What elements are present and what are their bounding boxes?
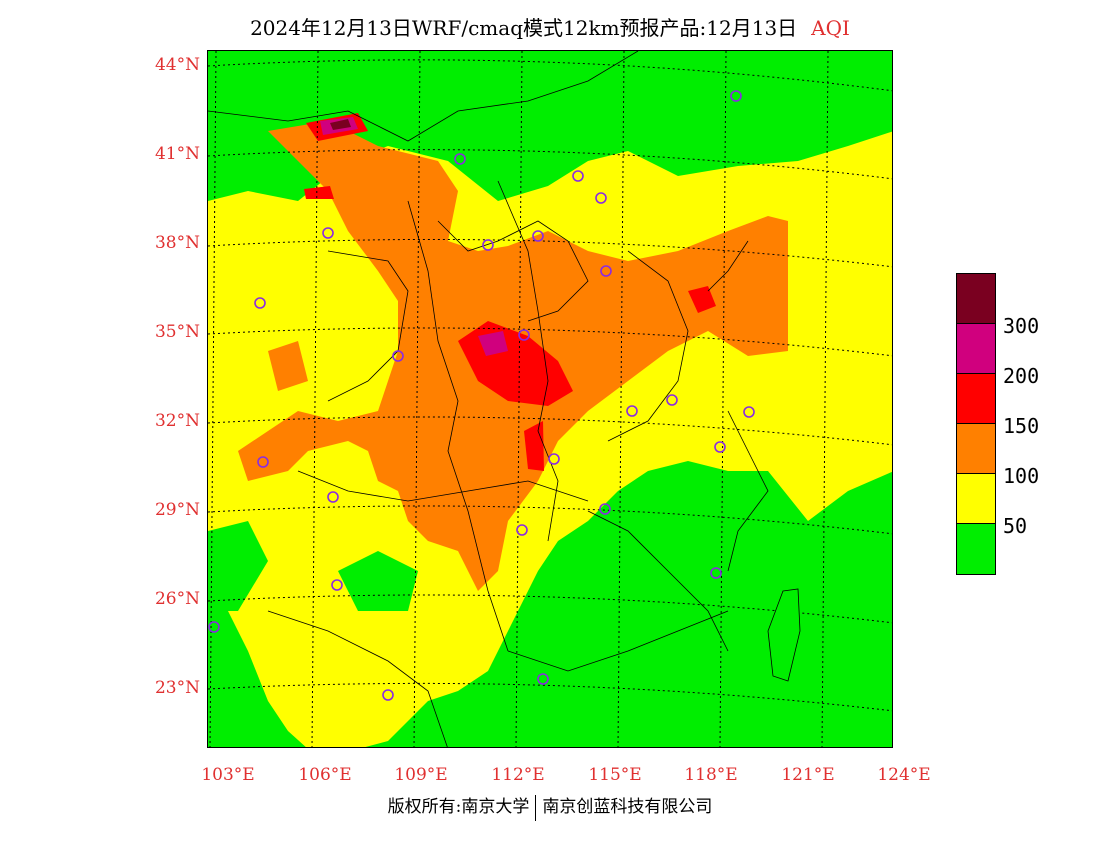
legend-swatch-150-200: [957, 374, 995, 424]
legend-label-100: 100: [1003, 464, 1040, 488]
footer: 版权所有:南京大学 南京创蓝科技有限公司: [0, 792, 1100, 821]
map-title: 2024年12月13日WRF/cmaq模式12km预报产品:12月13日 AQI: [0, 12, 1100, 41]
copyright-text: 版权所有:南京大学: [387, 797, 530, 817]
lat-label-32: 32°N: [154, 411, 200, 431]
lat-label-23: 23°N: [154, 678, 200, 698]
aqi-zone-200-300: [478, 331, 508, 356]
lon-label-115: 115°E: [588, 765, 642, 785]
lon-label-103: 103°E: [201, 765, 255, 785]
footer-divider: [535, 794, 537, 821]
lat-label-26: 26°N: [154, 589, 200, 609]
lon-label-112: 112°E: [491, 765, 545, 785]
legend-label-50: 50: [1003, 514, 1028, 538]
company-text: 南京创蓝科技有限公司: [542, 797, 713, 817]
title-text: 2024年12月13日WRF/cmaq模式12km预报产品:12月13日: [250, 16, 798, 40]
legend-label-200: 200: [1003, 364, 1040, 388]
lon-label-109: 109°E: [394, 765, 448, 785]
variable-label: AQI: [811, 16, 850, 40]
lat-label-44: 44°N: [154, 55, 200, 75]
lon-label-118: 118°E: [684, 765, 738, 785]
lat-label-38: 38°N: [154, 233, 200, 253]
taiwan-outline: [767, 588, 801, 682]
lon-label-121: 121°E: [781, 765, 835, 785]
aqi-map: [207, 50, 893, 748]
lat-label-35: 35°N: [154, 322, 200, 342]
legend-label-300: 300: [1003, 314, 1040, 338]
lon-label-106: 106°E: [298, 765, 352, 785]
aqi-legend: [956, 273, 996, 575]
graticule: [208, 51, 892, 747]
legend-swatch-200-300: [957, 324, 995, 374]
aqi-contour-map: [208, 51, 892, 747]
legend-swatch-0-50: [957, 524, 995, 574]
legend-swatch-50-100: [957, 474, 995, 524]
lon-label-124: 124°E: [877, 765, 931, 785]
lat-label-41: 41°N: [154, 144, 200, 164]
lat-label-29: 29°N: [154, 500, 200, 520]
legend-swatch-300-plus: [957, 274, 995, 324]
legend-swatch-100-150: [957, 424, 995, 474]
city-markers: [208, 90, 755, 701]
province-boundaries: [208, 51, 769, 747]
aqi-zone-300-plus: [330, 119, 351, 130]
legend-label-150: 150: [1003, 414, 1040, 438]
